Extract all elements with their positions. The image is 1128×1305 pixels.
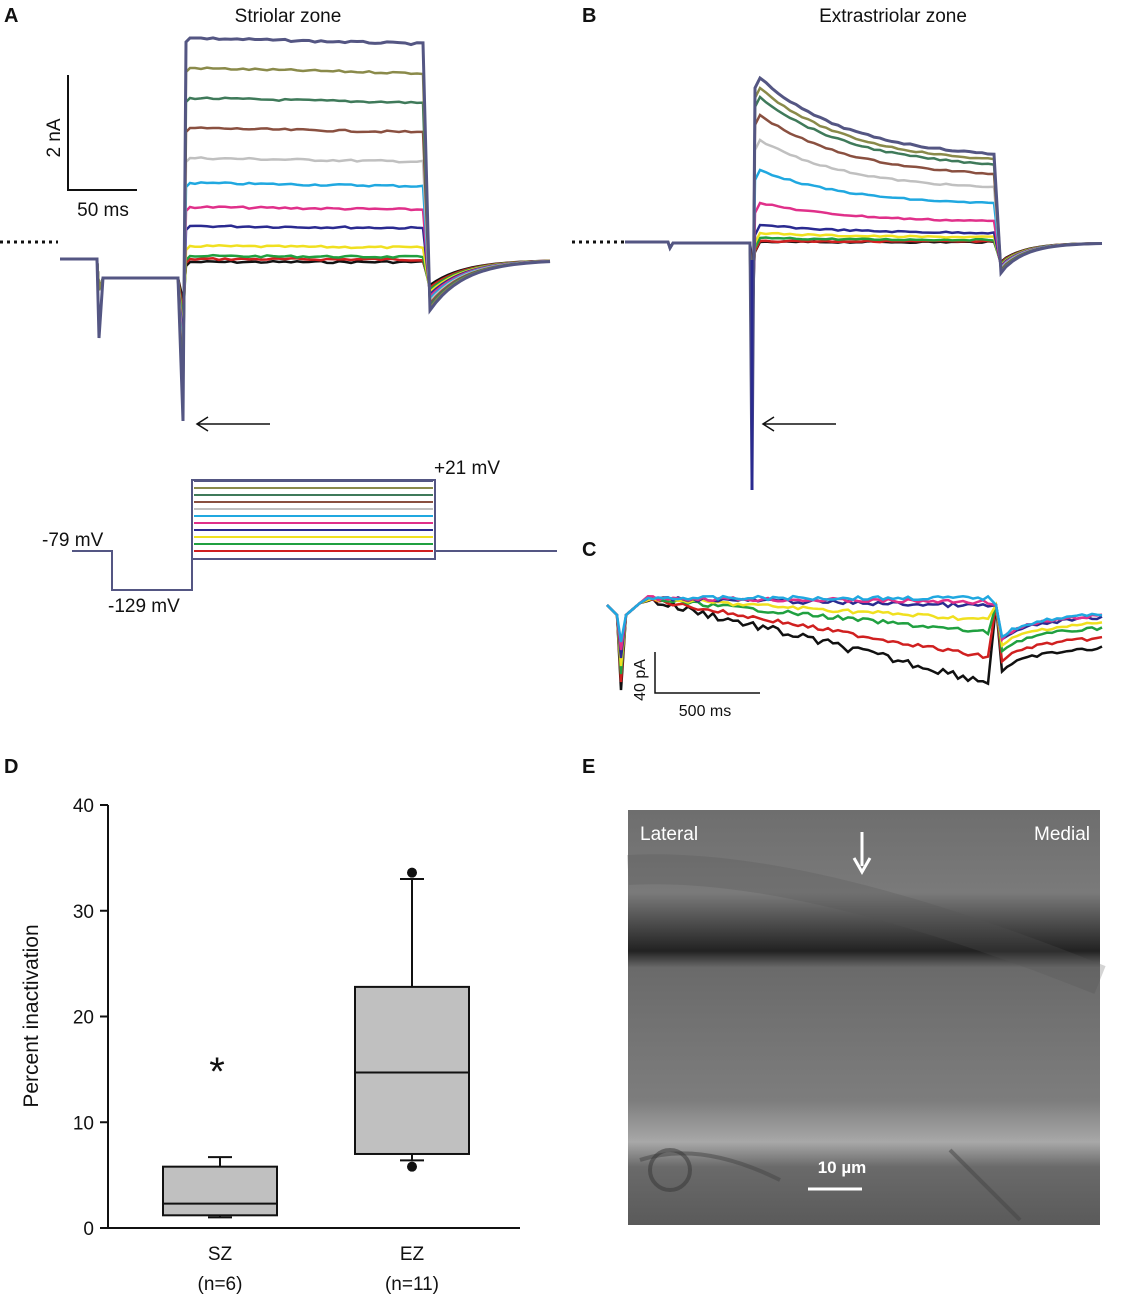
current-trace	[625, 75, 1103, 481]
scale-bar	[654, 652, 760, 694]
scale-label: 2 nA	[44, 118, 65, 157]
texture	[648, 1148, 692, 1192]
scale-label: 50 ms	[77, 200, 129, 221]
panel-label: B	[582, 5, 596, 27]
current-trace	[606, 597, 1103, 691]
y-tick-label: 30	[73, 902, 94, 923]
current-trace	[606, 598, 1103, 683]
arrow	[761, 416, 836, 432]
x-tick-label: SZ	[208, 1244, 233, 1265]
current-trace	[606, 594, 1103, 643]
x-tick-note: (n=11)	[385, 1274, 439, 1295]
orientation-label: Medial	[1034, 824, 1090, 845]
panel-title: Extrastriolar zone	[819, 6, 967, 27]
panel-label: D	[4, 756, 18, 778]
traces-a	[60, 36, 551, 422]
outlier	[407, 1161, 417, 1172]
current-trace	[60, 256, 551, 312]
current-trace	[625, 231, 1103, 321]
y-axis-label: Percent inactivation	[20, 924, 43, 1107]
panel-label: A	[4, 5, 18, 27]
current-trace	[60, 36, 551, 422]
traces-b	[625, 75, 1103, 490]
panel-label: C	[582, 539, 596, 561]
texture	[627, 854, 1106, 994]
y-tick-label: 0	[83, 1219, 94, 1240]
current-trace	[625, 113, 1103, 421]
significance-mark: *	[209, 1050, 225, 1094]
current-trace	[625, 201, 1103, 361]
current-trace	[625, 94, 1103, 441]
x-tick-note: (n=6)	[198, 1274, 243, 1295]
scale-label: 10 µm	[818, 1158, 867, 1177]
y-tick-label: 10	[73, 1113, 94, 1134]
arrow	[195, 416, 270, 432]
current-trace	[625, 236, 1103, 301]
voltage-step	[72, 550, 193, 591]
panel-title: Striolar zone	[235, 6, 342, 27]
panel-label: E	[582, 756, 595, 778]
voltage-label: +21 mV	[434, 458, 500, 479]
current-trace	[60, 253, 551, 323]
current-trace	[625, 138, 1103, 401]
box	[162, 1165, 278, 1217]
voltage-step	[191, 479, 557, 560]
orientation-label: Lateral	[640, 824, 698, 845]
current-trace	[625, 168, 1103, 381]
current-trace	[606, 596, 1103, 667]
voltage-label: -79 mV	[42, 530, 104, 551]
current-trace	[60, 96, 551, 400]
scale-label: 40 pA	[632, 659, 649, 701]
current-trace	[60, 66, 551, 411]
y-tick-label: 40	[73, 796, 94, 817]
current-trace	[60, 224, 551, 345]
box	[354, 985, 470, 1155]
current-trace	[625, 239, 1103, 281]
current-trace	[606, 596, 1103, 675]
traces-c	[606, 594, 1103, 691]
scale-label: 500 ms	[679, 703, 731, 720]
x-tick-label: EZ	[400, 1244, 425, 1265]
outlier	[407, 867, 417, 878]
scale-bar	[67, 75, 137, 191]
current-trace	[625, 86, 1103, 461]
voltage-label: -129 mV	[108, 596, 180, 617]
box-plot: 0 10 20 30 40 Percent inactivation SZ (n=6) EZ (n…	[20, 796, 520, 1295]
voltage-protocol	[72, 479, 557, 591]
arrow	[852, 832, 872, 876]
y-tick-label: 20	[73, 1008, 94, 1029]
